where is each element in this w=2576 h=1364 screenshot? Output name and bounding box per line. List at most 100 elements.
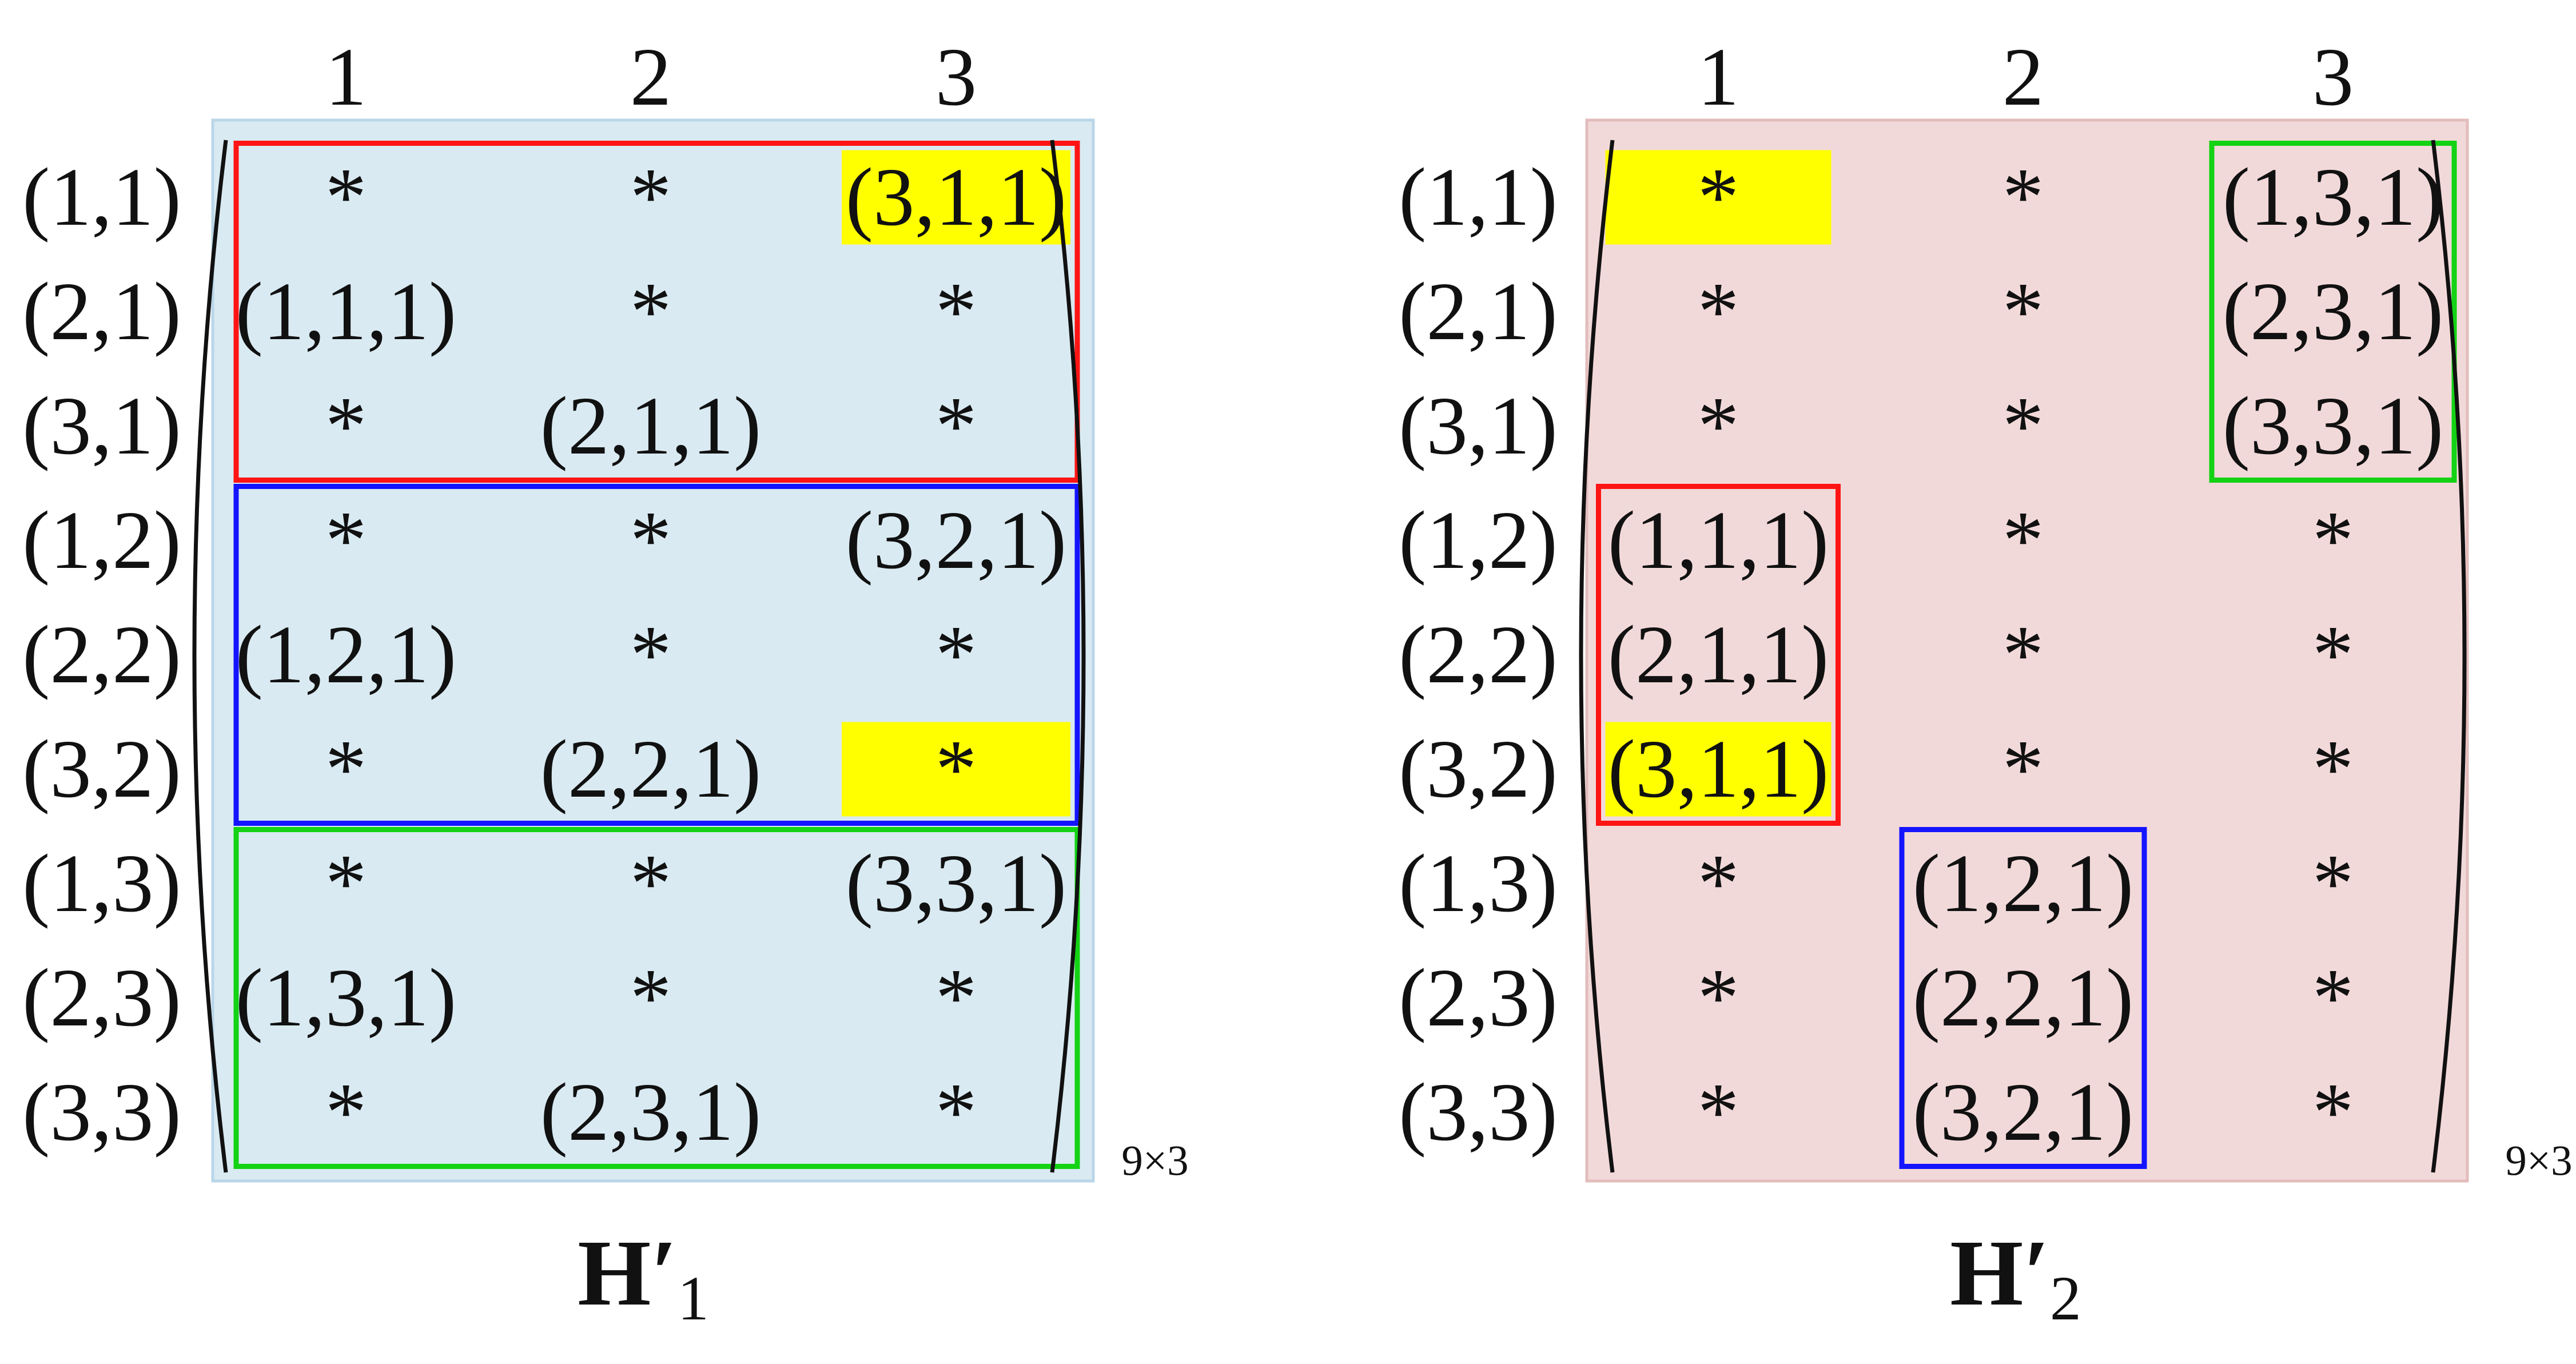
matrix-cell-unknown: *: [325, 1067, 367, 1158]
matrix-cell-entry: (3,3,1): [2223, 380, 2444, 472]
matrix-size-label: 9×3: [1121, 1138, 1188, 1185]
matrix-cell-unknown: *: [1698, 152, 1739, 243]
row-label: (1,2): [22, 495, 181, 586]
matrix-cell-unknown: *: [935, 380, 977, 472]
group-box-blue: [233, 484, 1080, 826]
matrix-cell-unknown: *: [1698, 1067, 1739, 1158]
row-label: (3,2): [22, 723, 181, 815]
matrix-cell-unknown: *: [2002, 609, 2044, 701]
matrix-panel-background: [211, 118, 1095, 1183]
row-label: (1,3): [1399, 838, 1558, 929]
matrix-cell-entry: (2,1,1): [540, 380, 762, 472]
matrix-cell-unknown: *: [1698, 952, 1739, 1044]
matrix-cell-unknown: *: [935, 723, 977, 815]
matrix-cell-entry: (1,2,1): [236, 609, 457, 701]
matrix-h1: H′1: [192, 118, 1095, 1334]
group-box-red: [233, 141, 1080, 483]
column-label: 3: [935, 31, 977, 123]
matrix-cell-entry: (3,2,1): [1913, 1067, 2134, 1158]
matrix-title-main: H′: [578, 1220, 678, 1325]
matrix-cell-unknown: *: [1698, 380, 1739, 472]
matrix-title-subscript: 1: [678, 1263, 709, 1333]
row-label: (2,2): [1399, 609, 1558, 701]
matrix-cell-entry: (3,1,1): [1608, 723, 1829, 815]
matrix-cell-entry: (1,3,1): [236, 952, 457, 1044]
group-box-blue: [1899, 827, 2147, 1169]
row-label: (3,3): [22, 1067, 181, 1158]
matrix-cell-unknown: *: [325, 152, 367, 243]
matrix-cell-unknown: *: [2002, 380, 2044, 472]
row-label: (2,1): [1399, 266, 1558, 357]
matrix-panel-background: [1585, 118, 2469, 1183]
matrix-cell-entry: (3,3,1): [846, 838, 1067, 929]
row-label: (2,1): [22, 266, 181, 357]
row-label: (3,1): [22, 380, 181, 472]
right-parenthesis: [1050, 140, 1086, 1173]
matrix-cell-unknown: *: [935, 1067, 977, 1158]
matrix-cell-unknown: *: [2312, 952, 2354, 1044]
matrix-title: H′1: [578, 1220, 709, 1334]
matrix-cell-unknown: *: [325, 838, 367, 929]
row-label: (2,3): [1399, 952, 1558, 1044]
matrix-cell-entry: (1,2,1): [1913, 838, 2134, 929]
column-label: 3: [2312, 31, 2354, 123]
column-label: 1: [325, 31, 367, 123]
matrix-cell-unknown: *: [630, 152, 672, 243]
matrix-cell-entry: (2,3,1): [540, 1067, 762, 1158]
cell-highlight: [842, 150, 1070, 245]
matrix-cell-unknown: *: [2312, 838, 2354, 929]
matrix-cell-unknown: *: [630, 266, 672, 357]
matrix-cell-unknown: *: [935, 266, 977, 357]
matrix-title-main: H′: [1950, 1220, 2050, 1325]
matrix-cell-entry: (1,1,1): [1608, 495, 1829, 586]
matrix-cell-unknown: *: [2312, 723, 2354, 815]
matrix-cell-unknown: *: [630, 609, 672, 701]
row-label: (1,1): [22, 152, 181, 243]
matrix-cell-unknown: *: [2312, 609, 2354, 701]
matrix-cell-unknown: *: [325, 723, 367, 815]
matrix-cell-unknown: *: [2312, 495, 2354, 586]
matrix-h2: H′2: [1579, 118, 2469, 1334]
left-parenthesis: [192, 140, 228, 1173]
row-label: (1,3): [22, 838, 181, 929]
row-label: (3,1): [1399, 380, 1558, 472]
matrix-cell-unknown: *: [325, 495, 367, 586]
group-box-green: [233, 827, 1080, 1169]
matrix-cell-unknown: *: [935, 609, 977, 701]
matrix-cell-unknown: *: [1698, 266, 1739, 357]
matrix-cell-unknown: *: [2002, 152, 2044, 243]
matrix-cell-entry: (2,1,1): [1608, 609, 1829, 701]
matrix-cell-entry: (1,1,1): [236, 266, 457, 357]
row-label: (1,2): [1399, 495, 1558, 586]
matrix-cell-entry: (2,2,1): [1913, 952, 2134, 1044]
group-box-red: [1596, 484, 1841, 826]
matrix-cell-unknown: *: [935, 952, 977, 1044]
column-label: 2: [2002, 31, 2044, 123]
cell-highlight: [842, 722, 1070, 817]
matrix-cell-entry: (2,3,1): [2223, 266, 2444, 357]
matrix-cell-unknown: *: [2312, 1067, 2354, 1158]
group-box-green: [2209, 141, 2457, 483]
matrix-cell-unknown: *: [630, 495, 672, 586]
column-label: 2: [630, 31, 672, 123]
matrix-cell-unknown: *: [2002, 495, 2044, 586]
row-label: (3,2): [1399, 723, 1558, 815]
matrix-cell-unknown: *: [630, 838, 672, 929]
matrix-title: H′2: [1950, 1220, 2081, 1334]
matrix-title-subscript: 2: [2050, 1263, 2081, 1333]
matrix-cell-entry: (3,2,1): [846, 495, 1067, 586]
matrix-cell-entry: (1,3,1): [2223, 152, 2444, 243]
row-label: (2,2): [22, 609, 181, 701]
left-parenthesis: [1579, 140, 1615, 1173]
row-label: (2,3): [22, 952, 181, 1044]
cell-highlight: [1605, 150, 1832, 245]
matrix-cell-unknown: *: [1698, 838, 1739, 929]
matrix-cell-entry: (3,1,1): [846, 152, 1067, 243]
cell-highlight: [1605, 722, 1832, 817]
matrix-cell-unknown: *: [630, 952, 672, 1044]
row-label: (1,1): [1399, 152, 1558, 243]
matrix-cell-unknown: *: [2002, 723, 2044, 815]
column-label: 1: [1698, 31, 1739, 123]
matrix-cell-unknown: *: [2002, 266, 2044, 357]
